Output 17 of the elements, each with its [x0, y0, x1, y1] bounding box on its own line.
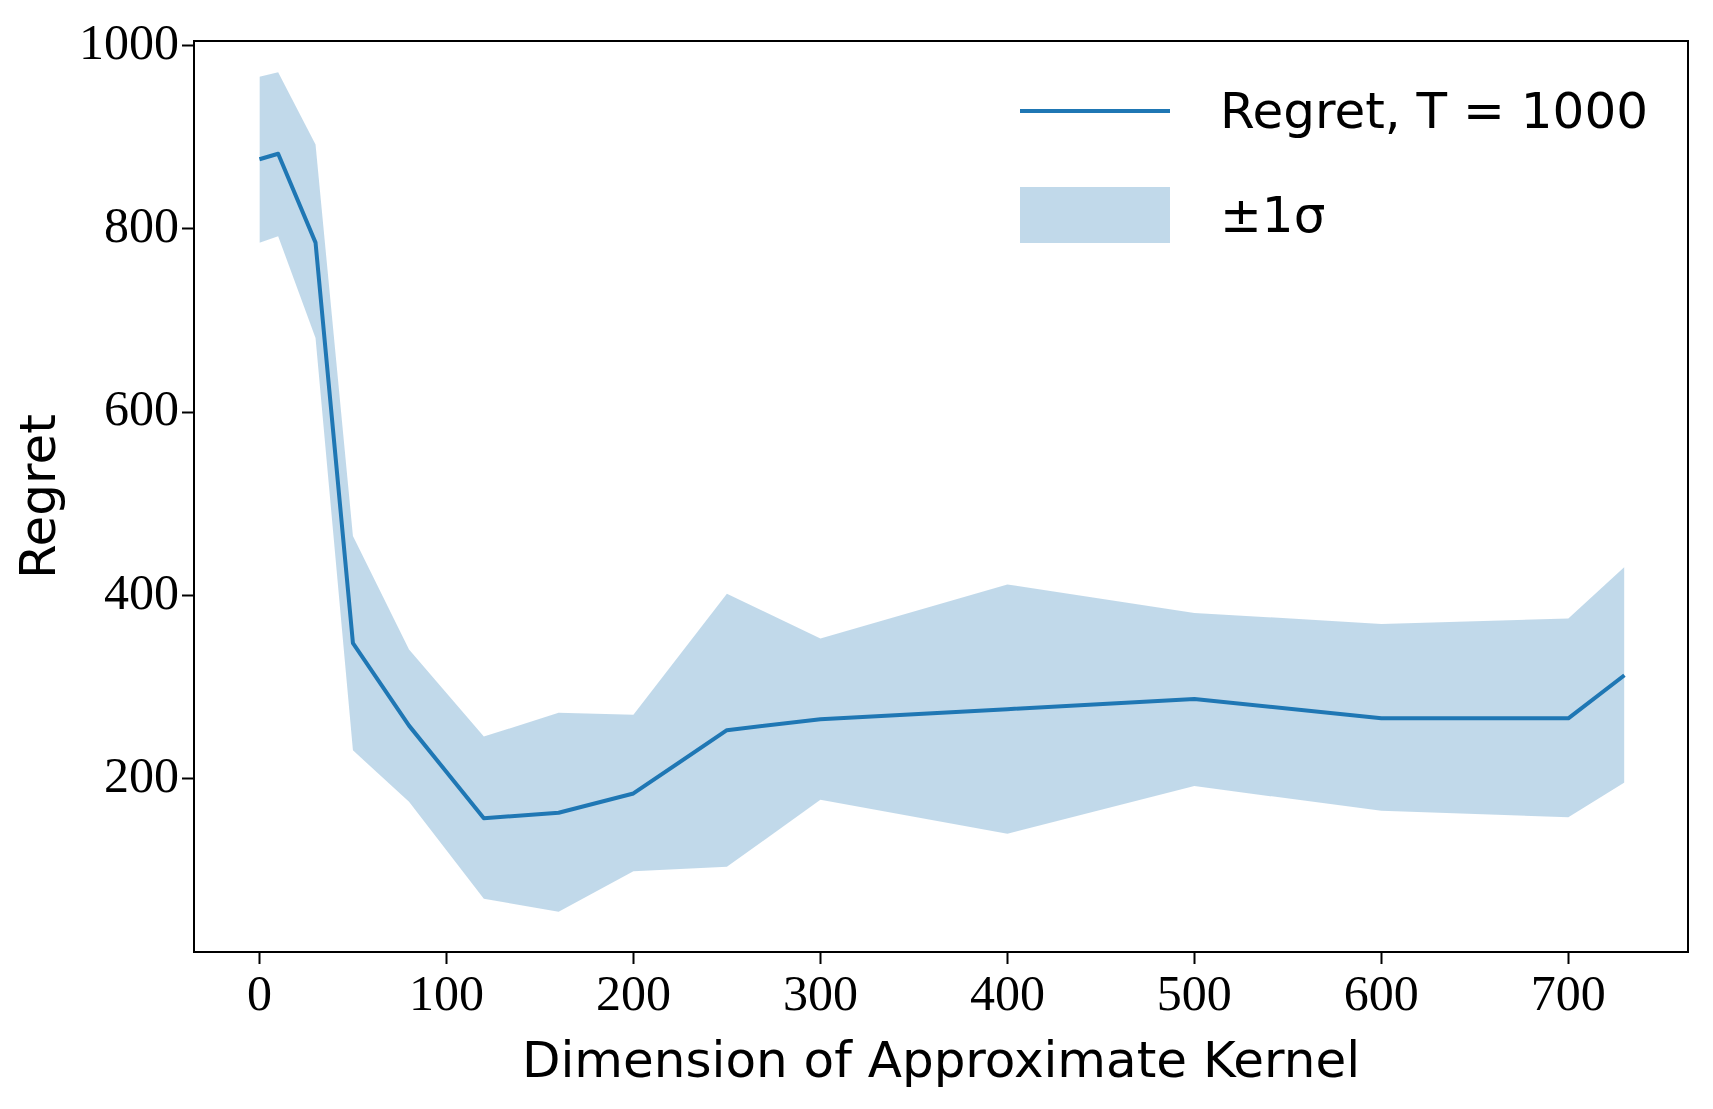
- x-tick-label: 400: [969, 965, 1045, 1022]
- x-tick-label: 500: [1156, 965, 1232, 1022]
- x-tick-label: 300: [782, 965, 858, 1022]
- x-tick-label: 700: [1530, 965, 1606, 1022]
- x-axis-title: Dimension of Approximate Kernel: [521, 1030, 1361, 1089]
- legend-label: Regret, T = 1000: [1219, 82, 1648, 140]
- annotation: ±1σ: [1219, 186, 1326, 244]
- y-tick-label: 400: [104, 563, 179, 620]
- y-tick-label: 600: [104, 380, 179, 437]
- y-tick-label: 200: [104, 746, 179, 803]
- y-tick-label: 800: [104, 197, 179, 254]
- x-tick-label: 200: [595, 965, 671, 1022]
- x-tick-label: 600: [1343, 965, 1419, 1022]
- y-tick-label: 1000: [79, 13, 179, 70]
- y-axis-title: Regret: [8, 414, 67, 579]
- x-tick-label: 100: [408, 965, 484, 1022]
- x-tick-label: 0: [246, 965, 272, 1022]
